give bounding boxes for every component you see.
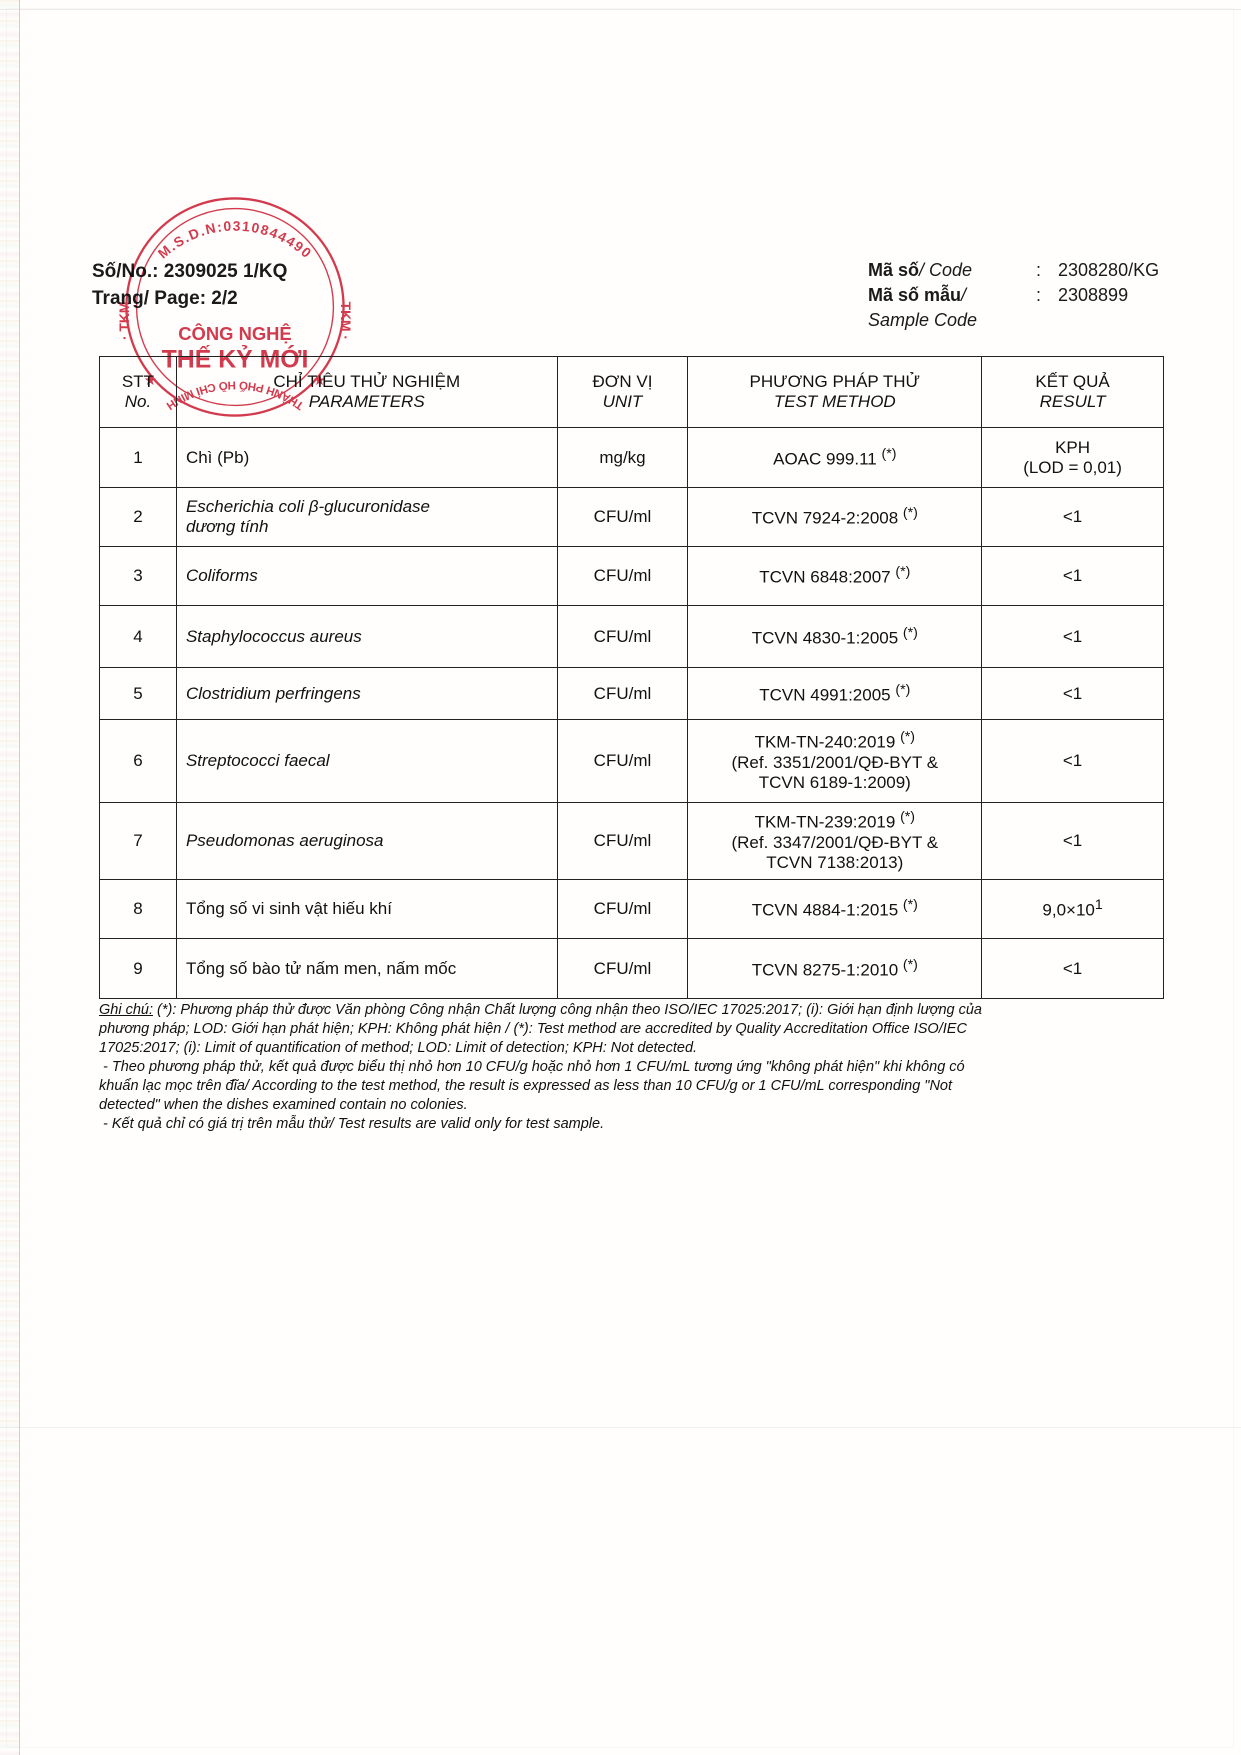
svg-text:TKM ·: TKM · bbox=[338, 302, 353, 340]
svg-text:· TKM: · TKM bbox=[117, 302, 132, 340]
svg-text:CÔNG NGHỆ: CÔNG NGHỆ bbox=[178, 323, 291, 344]
svg-text:M.S.D.N:0310844490: M.S.D.N:0310844490 bbox=[155, 219, 315, 262]
